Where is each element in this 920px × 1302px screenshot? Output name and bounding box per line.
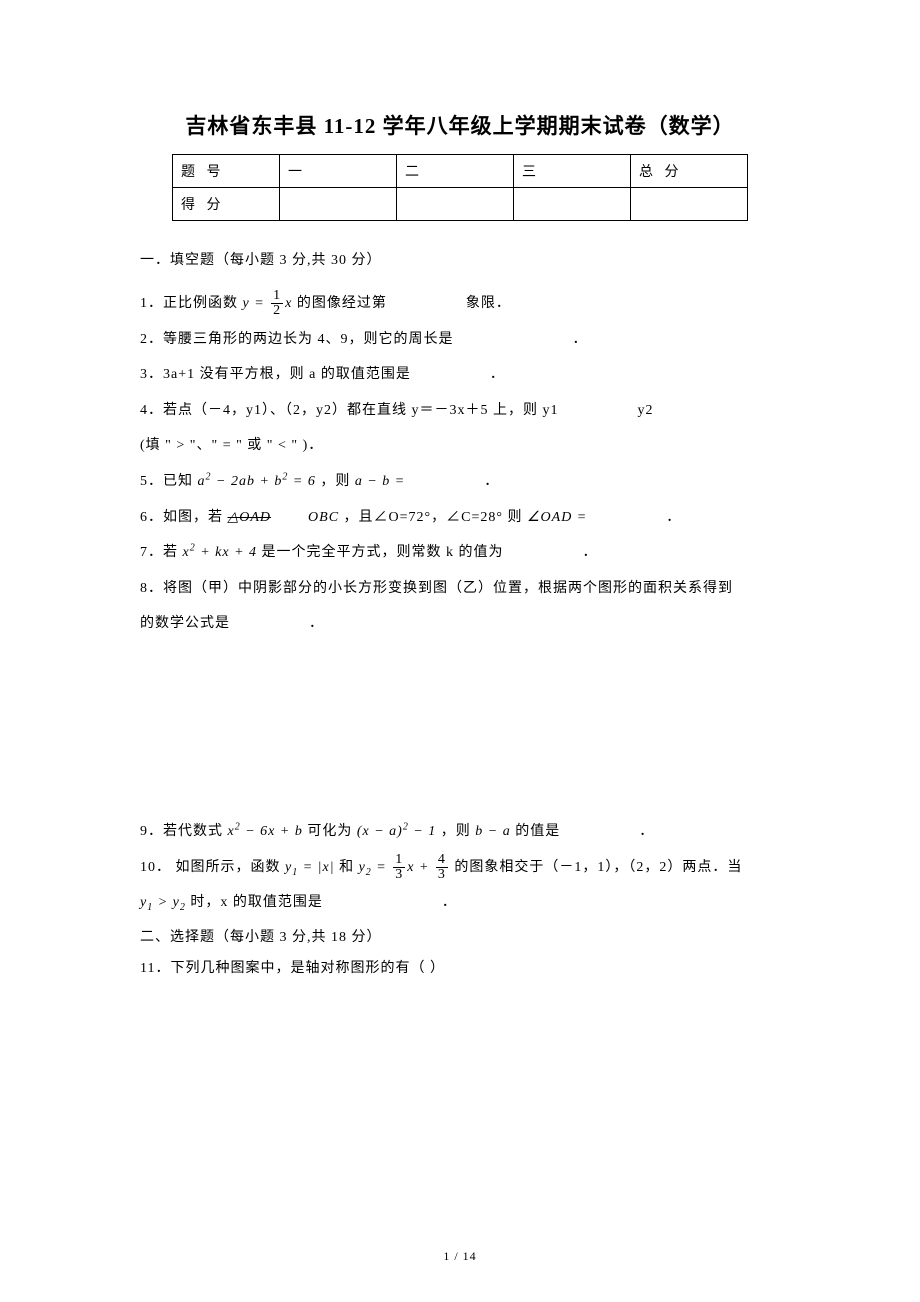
page-footer: 1 / 14	[0, 1249, 920, 1264]
question-10: 10． 如图所示，函数 y1 = |x| 和 y2 = 1 3 x + 4 3 …	[140, 851, 780, 885]
numerator: 1	[271, 289, 283, 304]
question-1: 1．正比例函数 y = 1 2 x 的图像经过第 象限．	[140, 287, 780, 321]
denominator: 3	[436, 868, 448, 882]
q1-eq-lhs: y =	[243, 296, 265, 311]
q1-suffix: 的图像经过第	[297, 296, 387, 311]
fraction: 4 3	[436, 853, 448, 882]
q8-a: 8．将图（甲）中阴影部分的小长方形变换到图（乙）位置，根据两个图形的面积关系得到	[140, 581, 733, 596]
q5-expr: a2 − 2ab + b2 = 6	[198, 474, 316, 489]
numerator: 1	[393, 853, 405, 868]
denominator: 2	[271, 304, 283, 318]
q10-a: 10． 如图所示，函数	[140, 860, 281, 875]
q8-tail: ．	[309, 616, 324, 631]
q9-expr1: x2 − 6x + b	[228, 824, 303, 839]
q10-y1: y1 = |x|	[285, 860, 335, 875]
page-title: 吉林省东丰县 11-12 学年八年级上学期期末试卷（数学）	[140, 110, 780, 140]
col-header: 总 分	[631, 155, 748, 188]
question-8-cont: 的数学公式是 ．	[140, 607, 780, 641]
score-table: 题 号 一 二 三 总 分 得 分	[172, 154, 748, 221]
q9-b: 可化为	[307, 824, 352, 839]
q5-a: 5．已知	[140, 474, 193, 489]
q10-b: 的图象相交于（－1，1），（2，2）两点．当	[454, 860, 742, 875]
q7-expr: x2 + kx + 4	[183, 545, 258, 560]
q7-b: 是一个完全平方式，则常数 k 的值为	[262, 545, 504, 560]
q6-angle: ∠OAD =	[527, 510, 587, 525]
table-row: 得 分	[173, 188, 748, 221]
q9-expr3: b − a	[475, 824, 510, 839]
question-6: 6．如图，若 △OAD OBC ，且∠O=72°，∠C=28° 则 ∠OAD =…	[140, 501, 780, 535]
question-2: 2．等腰三角形的两边长为 4、9，则它的周长是 ．	[140, 323, 780, 357]
q4-b: y2	[638, 403, 654, 418]
figure-gap	[140, 643, 780, 813]
q8-b: 的数学公式是	[140, 616, 230, 631]
fraction: 1 2	[271, 289, 283, 318]
xvar: x	[407, 860, 414, 875]
table-row: 题 号 一 二 三 总 分	[173, 155, 748, 188]
question-10-cont: y1 > y2 时，x 的取值范围是 ．	[140, 886, 780, 920]
q6-tri1: △OAD	[228, 510, 272, 525]
page: 吉林省东丰县 11-12 学年八年级上学期期末试卷（数学） 题 号 一 二 三 …	[0, 0, 920, 1302]
q1-prefix: 1．正比例函数	[140, 296, 238, 311]
col-header: 三	[514, 155, 631, 188]
q6-tri2: OBC	[308, 510, 339, 525]
q3-text: 3．3a+1 没有平方根，则 a 的取值范围是	[140, 367, 411, 382]
q3-tail: ．	[490, 367, 505, 382]
q1-tail: 象限．	[466, 296, 511, 311]
q6-tail: ．	[666, 510, 681, 525]
question-7: 7．若 x2 + kx + 4 是一个完全平方式，则常数 k 的值为 ．	[140, 536, 780, 570]
section-header-1: 一．填空题（每小题 3 分,共 30 分）	[140, 249, 780, 269]
col-header: 二	[397, 155, 514, 188]
question-8: 8．将图（甲）中阴影部分的小长方形变换到图（乙）位置，根据两个图形的面积关系得到	[140, 572, 780, 606]
row-label: 得 分	[173, 188, 280, 221]
question-5: 5．已知 a2 − 2ab + b2 = 6 ，则 a − b = ．	[140, 465, 780, 499]
q5-b: ，则	[320, 474, 350, 489]
question-4-cont: (填 " > "、" = " 或 " < " )．	[140, 429, 780, 463]
question-11: 11．下列几种图案中，是轴对称图形的有（ ）	[140, 952, 780, 986]
q5-tail: ．	[484, 474, 499, 489]
q6-b: ，且∠O=72°，∠C=28° 则	[344, 510, 523, 525]
q9-expr2: (x − a)2 − 1	[357, 824, 436, 839]
q9-c: ，则	[441, 824, 471, 839]
cell	[631, 188, 748, 221]
q10-tail: ．	[442, 895, 457, 910]
q2-text: 2．等腰三角形的两边长为 4、9，则它的周长是	[140, 332, 454, 347]
section-header-2: 二、选择题（每小题 3 分,共 18 分）	[140, 926, 780, 946]
q7-tail: ．	[583, 545, 598, 560]
cell	[397, 188, 514, 221]
question-4: 4．若点（－4，y1）、（2，y2）都在直线 y＝－3x＋5 上，则 y1 y2	[140, 394, 780, 428]
denominator: 3	[393, 868, 405, 882]
q4-a: 4．若点（－4，y1）、（2，y2）都在直线 y＝－3x＋5 上，则 y1	[140, 403, 559, 418]
col-header: 题 号	[173, 155, 280, 188]
plus: +	[419, 860, 429, 875]
col-header: 一	[280, 155, 397, 188]
q6-a: 6．如图，若	[140, 510, 223, 525]
q4-c: (填 " > "、" = " 或 " < " )．	[140, 438, 323, 453]
q10-and: 和	[339, 860, 354, 875]
q7-a: 7．若	[140, 545, 178, 560]
numerator: 4	[436, 853, 448, 868]
q9-tail: ．	[639, 824, 654, 839]
cell	[514, 188, 631, 221]
q9-d: 的值是	[515, 824, 560, 839]
q9-a: 9．若代数式	[140, 824, 223, 839]
q1-var: x	[285, 296, 292, 311]
q10-ineq: y1 > y2	[140, 895, 186, 910]
cell	[280, 188, 397, 221]
q10-c: 时，x 的取值范围是	[190, 895, 323, 910]
question-3: 3．3a+1 没有平方根，则 a 的取值范围是 ．	[140, 358, 780, 392]
fraction: 1 3	[393, 853, 405, 882]
q2-tail: ．	[573, 332, 588, 347]
q10-y2: y2 =	[359, 860, 392, 875]
question-9: 9．若代数式 x2 − 6x + b 可化为 (x − a)2 − 1 ，则 b…	[140, 815, 780, 849]
q5-expr2: a − b =	[355, 474, 405, 489]
